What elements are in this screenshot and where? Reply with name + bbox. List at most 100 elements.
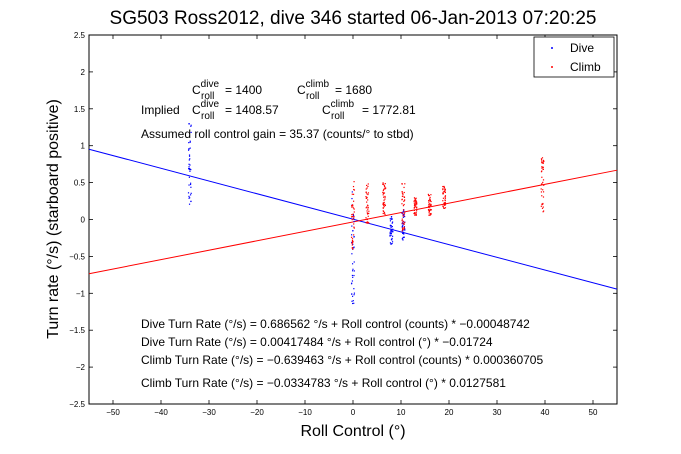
point-climb — [540, 191, 543, 193]
point-climb — [401, 228, 404, 230]
point-climb — [402, 209, 405, 211]
point-climb — [352, 213, 354, 215]
implied-c-dive-sub: roll — [201, 111, 214, 122]
point-climb — [540, 158, 543, 160]
point-dive — [351, 197, 353, 200]
implied-c-climb-value: = 1772.81 — [362, 103, 416, 117]
point-climb — [366, 206, 368, 208]
implied-prefix: Implied — [141, 103, 180, 117]
point-climb — [430, 209, 432, 211]
point-climb — [383, 184, 385, 187]
point-climb — [542, 196, 545, 198]
point-climb — [368, 212, 370, 215]
point-climb — [427, 205, 430, 207]
point-climb — [350, 216, 353, 218]
point-climb — [416, 207, 418, 209]
point-climb — [413, 202, 415, 204]
point-dive — [391, 237, 393, 240]
point-climb — [365, 207, 367, 209]
point-climb — [366, 222, 368, 224]
point-dive — [390, 232, 393, 235]
point-climb — [444, 195, 447, 197]
point-climb — [403, 186, 405, 189]
point-climb — [404, 183, 406, 185]
point-climb — [366, 184, 368, 187]
point-climb — [365, 197, 367, 199]
implied-c-dive-label: Cdive — [192, 99, 219, 117]
point-climb — [351, 215, 353, 218]
point-climb — [401, 227, 404, 229]
point-climb — [383, 196, 385, 198]
point-climb — [541, 166, 543, 168]
point-climb — [415, 213, 417, 215]
point-dive — [392, 228, 394, 230]
point-dive — [402, 225, 404, 227]
point-climb — [353, 211, 355, 213]
point-climb — [366, 213, 369, 215]
point-dive — [351, 241, 353, 243]
y-tick-label: −2.5 — [69, 400, 85, 409]
x-tick-label: 40 — [541, 408, 550, 417]
point-climb — [542, 179, 545, 181]
point-climb — [540, 183, 543, 186]
point-climb — [383, 201, 385, 204]
point-dive — [403, 213, 405, 216]
gain-annotation: Assumed roll control gain = 35.37 (count… — [141, 127, 414, 141]
point-climb — [541, 207, 544, 209]
point-climb — [401, 230, 403, 232]
equation-climb-degrees: Climb Turn Rate (°/s) = −0.0334783 °/s +… — [141, 376, 506, 390]
point-climb — [366, 196, 368, 199]
point-climb — [352, 193, 355, 195]
point-dive — [353, 236, 355, 238]
point-climb — [444, 204, 446, 206]
point-climb — [384, 188, 386, 190]
point-climb — [382, 203, 385, 205]
point-dive — [187, 149, 190, 151]
legend-marker-dive — [551, 47, 553, 49]
point-climb — [541, 157, 544, 159]
point-climb — [443, 207, 446, 209]
point-dive — [350, 283, 353, 285]
point-climb — [382, 189, 384, 192]
point-dive — [189, 147, 191, 149]
point-dive — [190, 131, 192, 134]
point-climb — [413, 197, 416, 199]
point-climb — [427, 193, 429, 196]
point-dive — [404, 216, 406, 218]
point-dive — [390, 243, 392, 245]
point-climb — [428, 194, 430, 197]
y-tick-label: −1.5 — [69, 326, 85, 335]
point-dive — [390, 231, 393, 233]
point-climb — [353, 188, 355, 191]
point-dive — [189, 140, 191, 142]
point-dive — [352, 243, 354, 245]
legend: Dive Climb — [533, 36, 615, 78]
point-climb — [542, 191, 545, 193]
point-climb — [384, 195, 386, 198]
point-dive — [389, 218, 391, 220]
point-climb — [442, 193, 444, 195]
point-climb — [543, 210, 545, 212]
point-climb — [351, 193, 353, 195]
point-climb — [443, 204, 445, 206]
legend-box — [533, 36, 615, 78]
point-climb — [383, 210, 385, 213]
point-climb — [542, 166, 544, 168]
point-dive — [351, 293, 353, 295]
point-dive — [190, 182, 192, 184]
point-climb — [444, 199, 446, 201]
point-climb — [365, 217, 367, 219]
point-climb — [542, 206, 544, 208]
point-climb — [352, 185, 355, 188]
point-climb — [365, 196, 367, 198]
y-tick-label: 0.5 — [74, 179, 86, 188]
point-climb — [383, 204, 385, 206]
point-climb — [430, 203, 432, 206]
point-climb — [414, 198, 416, 200]
point-climb — [542, 211, 544, 213]
point-climb — [401, 199, 403, 201]
legend-label-climb: Climb — [570, 60, 601, 74]
point-climb — [540, 171, 543, 173]
point-climb — [541, 203, 543, 206]
